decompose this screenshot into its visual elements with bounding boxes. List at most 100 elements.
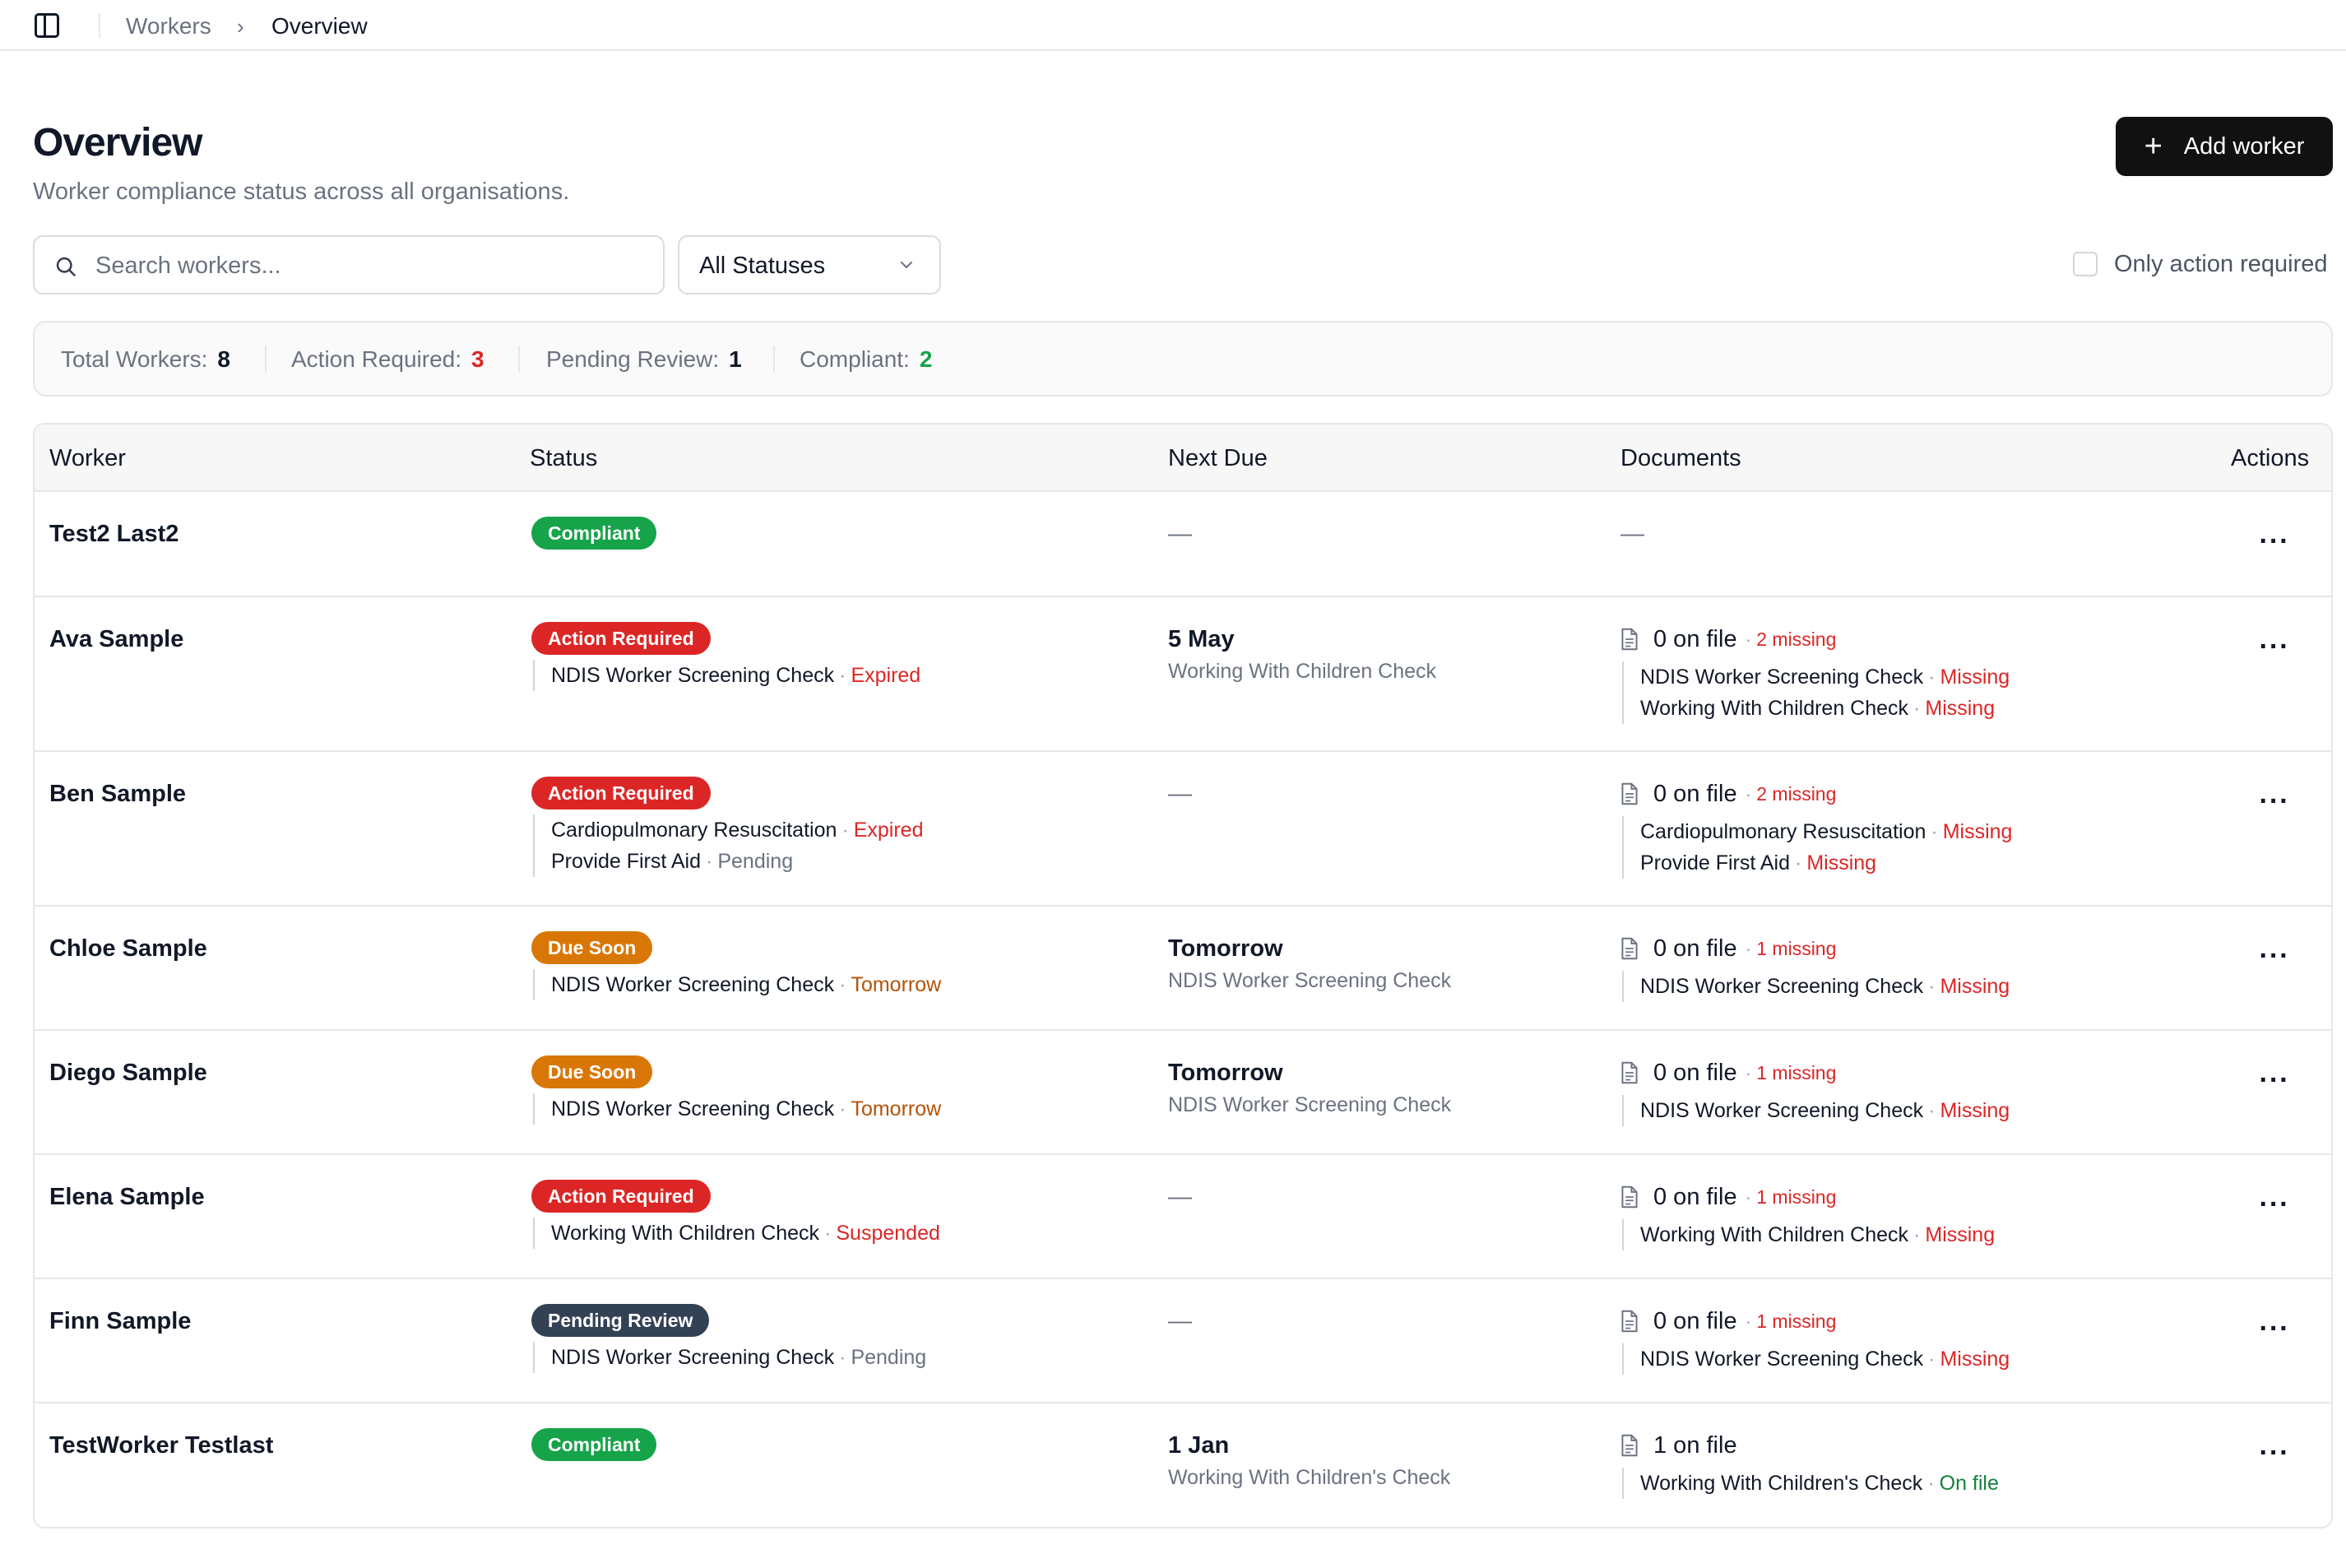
documents-list: Working With Children Check · Missing — [1622, 1219, 1995, 1250]
worker-name[interactable]: Ava Sample — [49, 626, 184, 652]
document-icon — [1621, 1061, 1638, 1084]
document-item-state: Missing — [1940, 1348, 2010, 1371]
only-action-checkbox[interactable] — [2073, 252, 2098, 276]
separator-dot: · — [1928, 1099, 1936, 1122]
status-items: NDIS Worker Screening Check · Tomorrow — [533, 969, 941, 1000]
document-item: Working With Children Check · Missing — [1640, 693, 2010, 724]
more-horizontal-icon[interactable]: ··· — [2259, 526, 2290, 557]
document-item: NDIS Worker Screening Check · Missing — [1640, 971, 2010, 1002]
more-horizontal-icon[interactable]: ··· — [2259, 786, 2290, 817]
documents-summary: 0 on file · 2 missing — [1620, 780, 2012, 808]
status-item: NDIS Worker Screening Check · Tomorrow — [551, 969, 941, 1000]
status-item-state: Pending — [717, 850, 794, 873]
more-horizontal-icon[interactable]: ··· — [2259, 1437, 2290, 1468]
summary-bar: Total Workers: 8 Action Required: 3 Pendin… — [33, 321, 2333, 397]
breadcrumb-workers[interactable]: Workers — [126, 13, 211, 39]
search-box — [33, 235, 665, 295]
next-due-date: Tomorrow — [1168, 1060, 1283, 1086]
worker-cell: Test2 Last2 — [49, 520, 178, 548]
documents-summary: 0 on file · 1 missing — [1620, 935, 2010, 963]
more-horizontal-icon[interactable]: ··· — [2259, 1313, 2290, 1344]
document-icon — [1621, 1434, 1638, 1457]
status-cell: Compliant — [531, 517, 657, 550]
document-item-name: NDIS Worker Screening Check — [1640, 666, 1924, 689]
worker-name[interactable]: Finn Sample — [49, 1308, 192, 1334]
worker-name[interactable]: Test2 Last2 — [49, 521, 179, 547]
separator-dot: · — [1928, 1348, 1936, 1371]
documents-missing: · 1 missing — [1746, 1311, 1837, 1333]
separator-dot: · — [839, 664, 846, 687]
next-due-cell: — — [1168, 780, 1192, 808]
documents-missing: · 2 missing — [1746, 629, 1837, 651]
status-item-state: Tomorrow — [851, 973, 942, 996]
more-horizontal-icon[interactable]: ··· — [2259, 1065, 2290, 1096]
worker-name[interactable]: Ben Sample — [49, 781, 186, 807]
separator-dot: · — [839, 1346, 846, 1369]
next-due-cell: — — [1168, 520, 1192, 548]
documents-count: 0 on file — [1653, 781, 1737, 807]
document-item: Provide First Aid · Missing — [1640, 847, 2012, 879]
worker-name[interactable]: Diego Sample — [49, 1060, 207, 1086]
document-item-state: Missing — [1806, 851, 1877, 874]
document-item: Cardiopulmonary Resuscitation · Missing — [1640, 816, 2012, 847]
document-item-name: NDIS Worker Screening Check — [1640, 975, 1924, 998]
status-badge: Compliant — [531, 1428, 657, 1461]
document-icon — [1621, 782, 1638, 805]
next-due-date: Tomorrow — [1168, 935, 1283, 962]
column-header-status: Status — [530, 445, 598, 471]
documents-cell: 0 on file · 1 missing NDIS Worker Screening… — [1620, 1059, 2010, 1126]
search-input[interactable] — [94, 237, 640, 295]
column-header-documents: Documents — [1620, 445, 1741, 471]
document-icon — [1621, 628, 1638, 651]
separator-dot: · — [1931, 820, 1938, 843]
documents-count: 0 on file — [1653, 1308, 1737, 1334]
stat-label: Pending Review: — [546, 346, 720, 372]
documents-missing-count: 1 missing — [1756, 1310, 1837, 1332]
documents-missing: · 1 missing — [1746, 938, 1837, 960]
documents-missing-count: 2 missing — [1756, 628, 1837, 650]
table-row: Elena Sample Action Required Working With … — [35, 1155, 2331, 1279]
documents-missing-count: 1 missing — [1756, 1185, 1837, 1208]
sidebar-toggle-icon[interactable] — [35, 13, 59, 38]
documents-summary: 0 on file · 1 missing — [1620, 1183, 1995, 1211]
stat-label: Total Workers: — [61, 346, 208, 372]
separator-dot: · — [1928, 975, 1936, 998]
documents-cell: 1 on file Working With Children's Check · O… — [1620, 1431, 1999, 1499]
documents-count: 0 on file — [1653, 626, 1737, 652]
document-item-state: Missing — [1925, 697, 1996, 720]
column-header-next-due: Next Due — [1168, 445, 1268, 471]
documents-missing-count: 1 missing — [1756, 1061, 1837, 1083]
status-item-state: Tomorrow — [851, 1097, 942, 1120]
worker-name[interactable]: Elena Sample — [49, 1184, 205, 1210]
documents-count: 0 on file — [1653, 1060, 1737, 1086]
documents-count: 0 on file — [1653, 1184, 1737, 1210]
empty-value: — — [1168, 1184, 1192, 1210]
document-item-state: Missing — [1940, 975, 2010, 998]
worker-cell: Finn Sample — [49, 1307, 191, 1335]
empty-value: — — [1168, 781, 1192, 807]
documents-missing-count: 2 missing — [1756, 782, 1837, 805]
status-badge: Due Soon — [531, 1055, 653, 1088]
status-filter-select[interactable]: All Statuses — [678, 235, 941, 295]
stat-value: 2 — [919, 346, 933, 372]
worker-name[interactable]: Chloe Sample — [49, 935, 207, 962]
status-cell: Action Required Cardiopulmonary Resuscita… — [531, 777, 923, 877]
chevron-down-icon — [901, 262, 912, 268]
document-item-name: Provide First Aid — [1640, 851, 1791, 874]
table-row: Ben Sample Action Required Cardiopulmonary… — [35, 752, 2331, 907]
more-horizontal-icon[interactable]: ··· — [2259, 940, 2290, 972]
add-worker-button[interactable]: + Add worker — [2116, 117, 2333, 176]
topbar-divider — [99, 13, 100, 38]
document-item-name: Working With Children Check — [1640, 1223, 1909, 1246]
more-horizontal-icon[interactable]: ··· — [2259, 631, 2290, 662]
only-action-label[interactable]: Only action required — [2114, 251, 2328, 277]
documents-summary: 0 on file · 2 missing — [1620, 625, 2010, 653]
more-horizontal-icon[interactable]: ··· — [2259, 1189, 2290, 1220]
status-badge: Compliant — [531, 517, 657, 550]
stat-divider — [773, 346, 775, 372]
next-due-item: NDIS Worker Screening Check — [1168, 1093, 1452, 1116]
status-item-name: NDIS Worker Screening Check — [551, 664, 835, 687]
worker-name[interactable]: TestWorker Testlast — [49, 1432, 274, 1459]
documents-summary: 1 on file — [1620, 1431, 1999, 1459]
stat-value: 3 — [471, 346, 484, 372]
